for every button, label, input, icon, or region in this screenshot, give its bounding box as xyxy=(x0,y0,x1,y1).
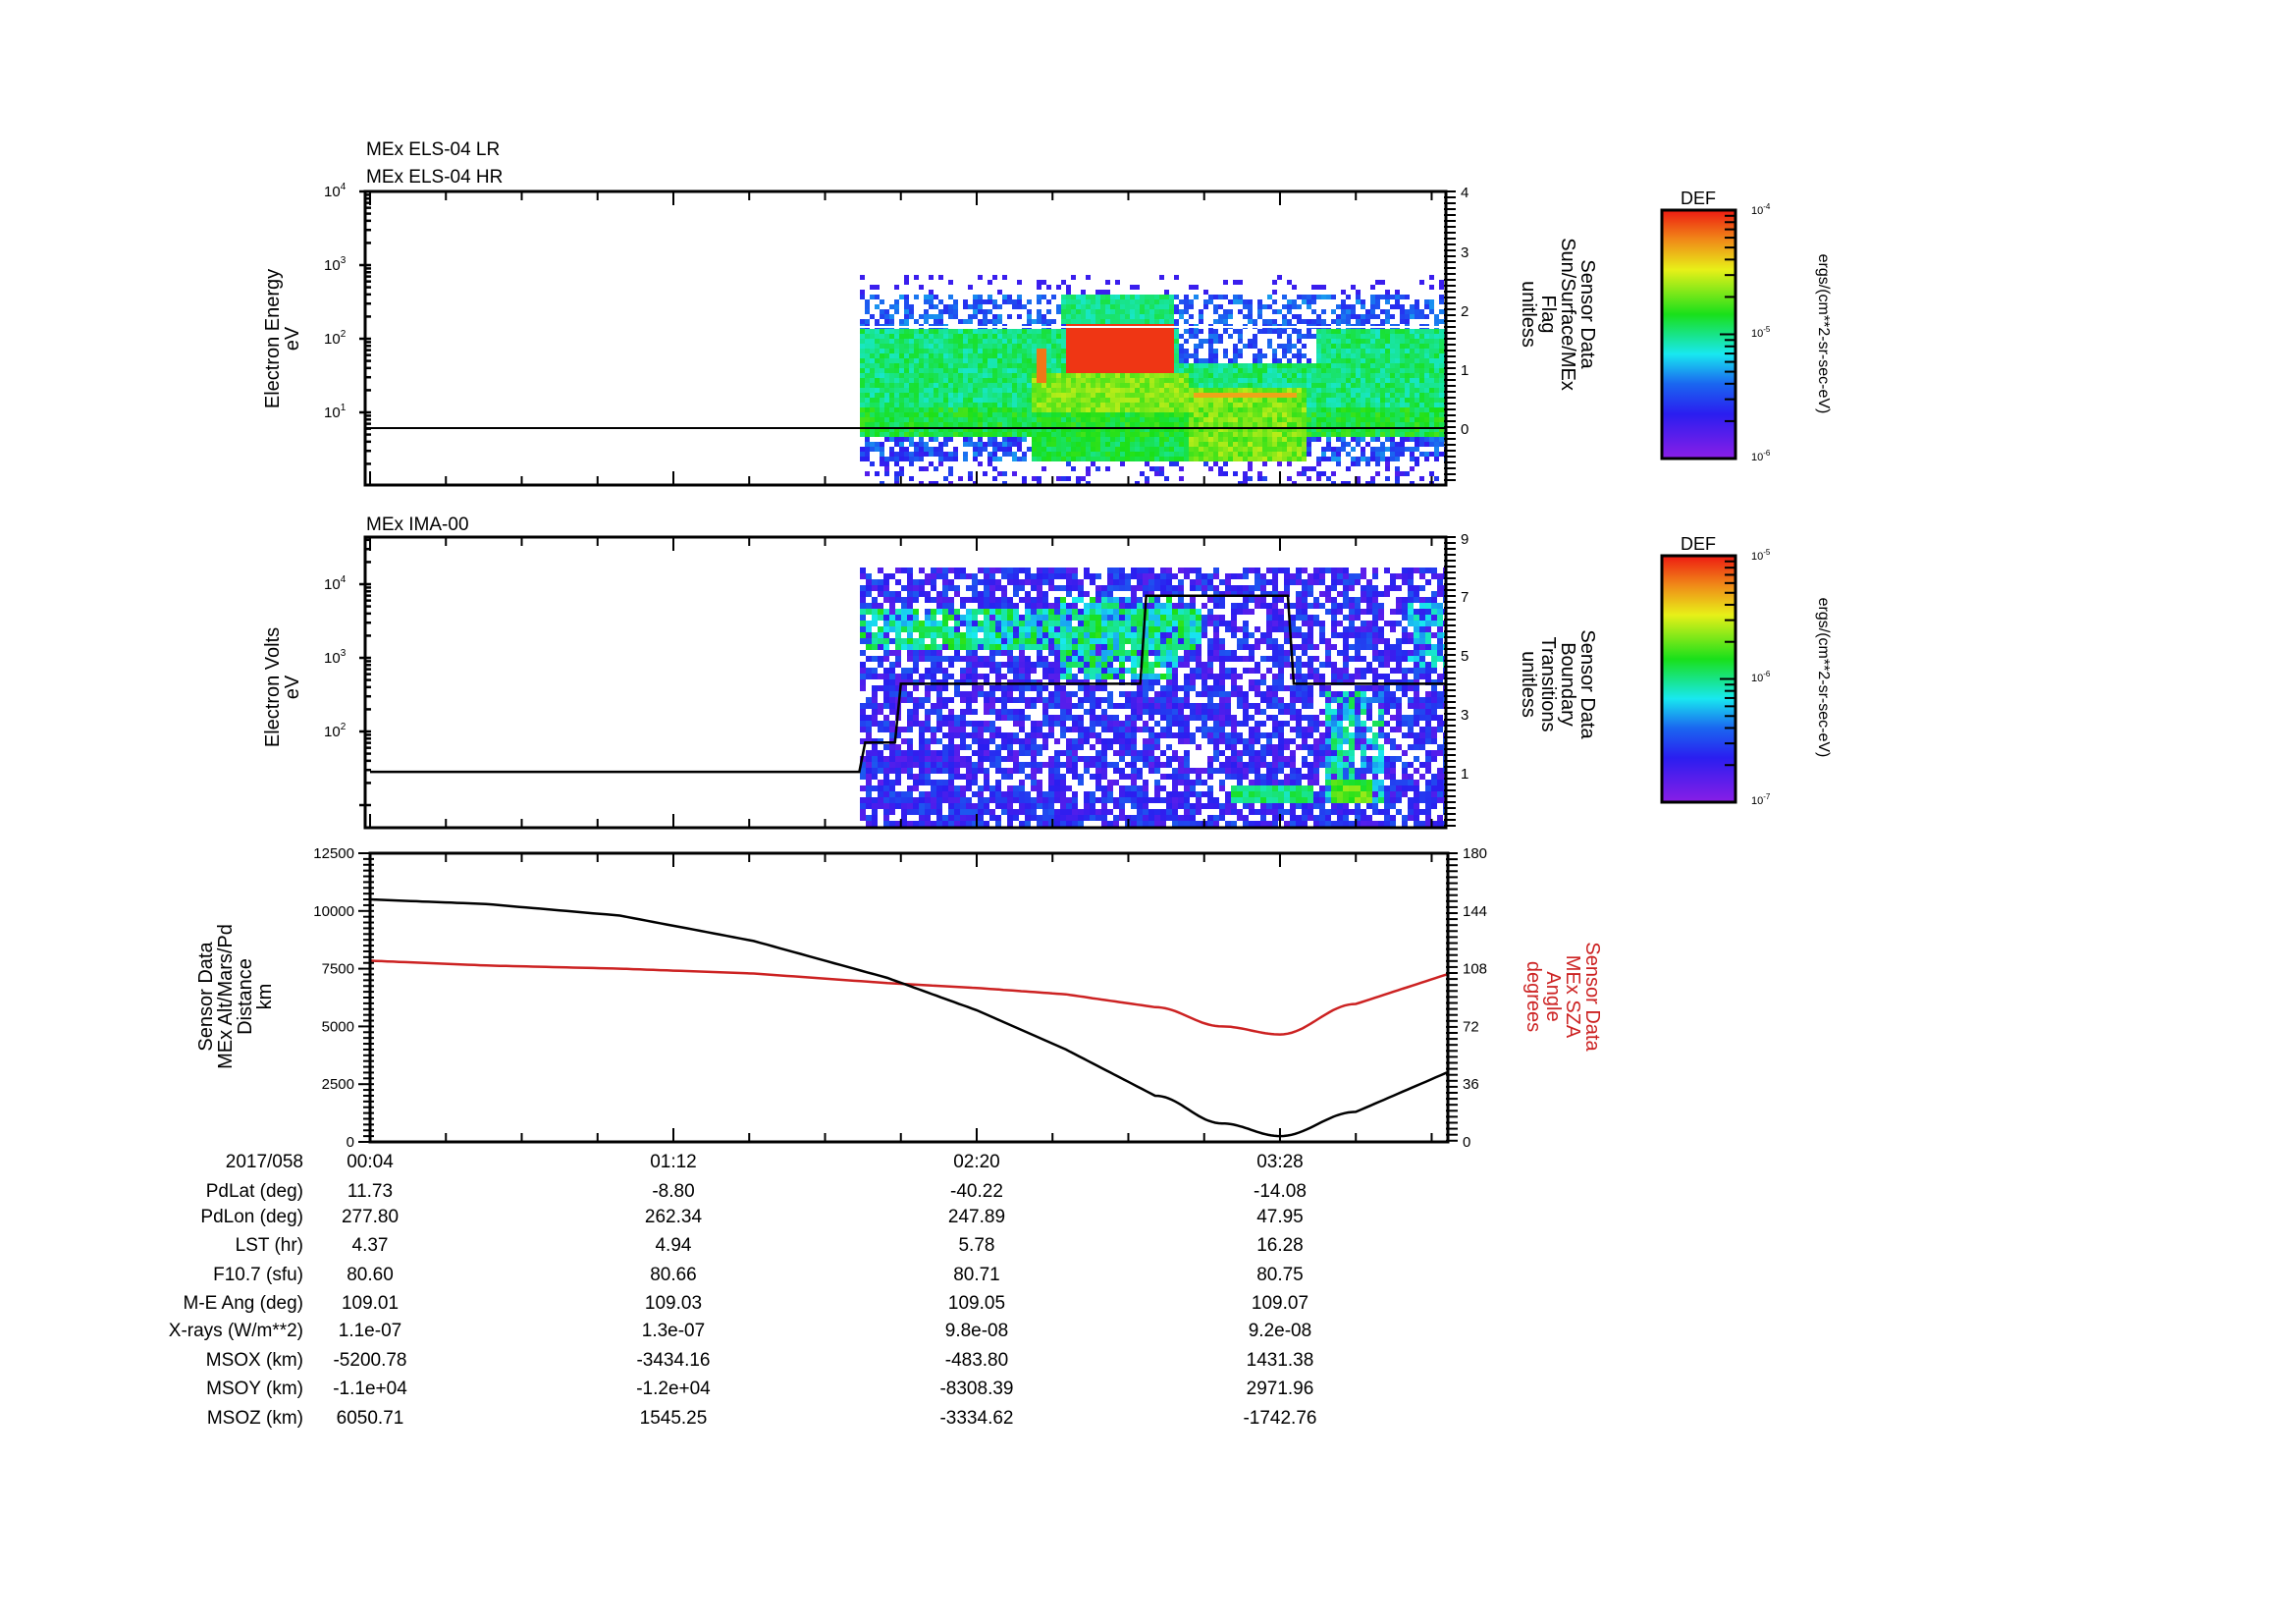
table-cell: 80.75 xyxy=(1256,1265,1304,1285)
ima-axes-frame xyxy=(363,535,1448,830)
panel-title-els-lr: MEx ELS-04 LR xyxy=(366,139,500,160)
panel-title-els-hr: MEx ELS-04 HR xyxy=(366,167,503,188)
els-right-axis-title: Sensor Data Sun/Surface/MEx Flag unitles… xyxy=(1518,238,1598,391)
orbit-axes-frame xyxy=(368,851,1450,1144)
els-panel: MEx ELS-04 LR MEx ELS-04 HR 104 103 102 … xyxy=(262,139,1598,487)
table-row-label: MSOY (km) xyxy=(206,1379,303,1399)
table-row-label: PdLat (deg) xyxy=(206,1181,303,1202)
ima-y-tick-labels: 104 103 102 xyxy=(324,574,347,740)
table-row-label: MSOX (km) xyxy=(206,1350,303,1371)
table-cell: -3434.16 xyxy=(636,1350,710,1371)
orbit-right-axis-title: Sensor Data MEx SZA Angle degrees xyxy=(1522,942,1603,1052)
table-row-label: LST (hr) xyxy=(236,1235,303,1256)
table-cell: 5.78 xyxy=(958,1235,994,1256)
els-y-tick-labels: 104 103 102 101 xyxy=(324,182,347,421)
table-cell: -40.22 xyxy=(950,1181,1003,1202)
table-cell: 4.37 xyxy=(352,1235,389,1256)
table-cell: -483.80 xyxy=(945,1350,1008,1371)
els-y-axis-title: Electron Energy eV xyxy=(262,269,303,408)
table-row-label: F10.7 (sfu) xyxy=(213,1265,303,1285)
table-row-label: M-E Ang (deg) xyxy=(184,1293,304,1314)
ima-right-axis-title: Sensor Data Boundary Transitions unitles… xyxy=(1518,629,1598,739)
table-cell: 80.71 xyxy=(953,1265,1000,1285)
table-cell: 109.03 xyxy=(645,1293,702,1314)
table-cell: -8308.39 xyxy=(939,1379,1013,1399)
orbit-left-axis-title: Sensor Data MEx Alt/Mars/Pd Distance km xyxy=(195,924,276,1069)
table-row-label: PdLon (deg) xyxy=(200,1207,303,1227)
table-row-label: X-rays (W/m**2) xyxy=(169,1321,303,1341)
table-cell: -1.1e+04 xyxy=(333,1379,407,1399)
ima-axis-ticks xyxy=(359,536,1456,828)
table-cell: 11.73 xyxy=(347,1181,393,1202)
table-cell: 47.95 xyxy=(1256,1207,1304,1227)
els-colorbar: DEF 10-4 10-5 10-6 ergs/(cm**2-sr-sec-eV… xyxy=(1660,189,1832,463)
table-cell: 277.80 xyxy=(342,1207,399,1227)
table-cell: 16.28 xyxy=(1256,1235,1304,1256)
orbit-axis-ticks xyxy=(358,852,1458,1143)
table-cell: -1742.76 xyxy=(1243,1408,1316,1429)
els-right-tick-labels: 4 3 2 1 0 xyxy=(1461,185,1468,438)
table-cell: 6050.71 xyxy=(337,1408,404,1429)
ima-right-tick-labels: 9 7 5 3 1 xyxy=(1461,531,1468,783)
table-cell: 1545.25 xyxy=(640,1408,708,1429)
ima-y-axis-title: Electron Volts eV xyxy=(262,627,303,747)
els-axis-ticks xyxy=(359,189,1456,485)
table-cell: 80.66 xyxy=(650,1265,697,1285)
table-cell: -5200.78 xyxy=(333,1350,406,1371)
colorbar-units: ergs/(cm**2-sr-sec-eV) xyxy=(1815,254,1832,414)
table-cell: 9.2e-08 xyxy=(1249,1321,1311,1341)
table-cell: 9.8e-08 xyxy=(945,1321,1008,1341)
table-cell: 109.07 xyxy=(1252,1293,1308,1314)
table-column-time: 00:04 xyxy=(347,1152,394,1172)
table-column-time: 03:28 xyxy=(1256,1152,1304,1172)
panel-title-ima: MEx IMA-00 xyxy=(366,514,469,535)
table-column-time: 01:12 xyxy=(650,1152,697,1172)
els-spectrogram xyxy=(860,275,1446,484)
colorbar-units: ergs/(cm**2-sr-sec-eV) xyxy=(1815,598,1832,758)
table-cell: 1431.38 xyxy=(1247,1350,1314,1371)
table-cell: -8.80 xyxy=(652,1181,694,1202)
table-cell: 80.60 xyxy=(347,1265,394,1285)
table-column-time: 02:20 xyxy=(953,1152,1000,1172)
boundary-transitions-line xyxy=(370,594,1445,774)
table-cell: 247.89 xyxy=(948,1207,1005,1227)
colorbar-title: DEF xyxy=(1681,534,1716,554)
ima-colorbar: DEF 10-5 10-6 10-7 ergs/(cm**2-sr-sec-eV… xyxy=(1660,534,1832,807)
ephemeris-table: 2017/058 00:04 01:12 02:20 03:28 PdLat (deg) 1… xyxy=(169,1152,1317,1429)
table-cell: 109.05 xyxy=(948,1293,1005,1314)
table-cell: -1.2e+04 xyxy=(636,1379,711,1399)
ima-spectrogram xyxy=(860,568,1446,827)
ima-panel: MEx IMA-00 104 103 102 9 7 5 3 1 Electro… xyxy=(262,514,1598,830)
altitude-line xyxy=(371,897,1447,1138)
table-cell: 262.34 xyxy=(645,1207,703,1227)
table-cell: 109.01 xyxy=(342,1293,399,1314)
table-cell: 4.94 xyxy=(655,1235,691,1256)
table-cell: 1.1e-07 xyxy=(339,1321,401,1341)
table-row-label: MSOZ (km) xyxy=(207,1408,303,1429)
colorbar-title: DEF xyxy=(1681,189,1716,208)
table-date: 2017/058 xyxy=(226,1152,303,1172)
sza-angle-line xyxy=(371,959,1447,1036)
table-cell: 1.3e-07 xyxy=(642,1321,705,1341)
table-cell: -14.08 xyxy=(1254,1181,1307,1202)
table-cell: -3334.62 xyxy=(939,1408,1013,1429)
table-cell: 2971.96 xyxy=(1247,1379,1314,1399)
